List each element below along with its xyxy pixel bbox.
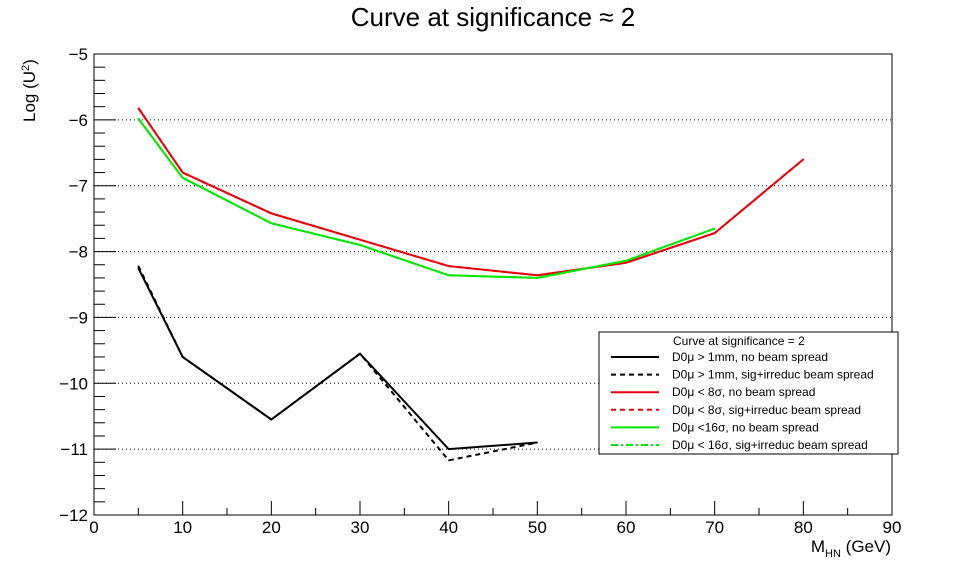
y-tick-label: −8 <box>69 243 88 262</box>
y-tick-label: −5 <box>69 45 88 64</box>
data-point <box>182 177 184 179</box>
data-point <box>359 244 361 246</box>
series-line <box>137 117 716 279</box>
series-line <box>137 117 716 279</box>
y-tick-label: −6 <box>69 111 88 130</box>
data-point <box>536 441 538 444</box>
chart-title: Curve at significance ≈ 2 <box>351 2 636 32</box>
data-point <box>270 418 272 421</box>
data-point <box>448 459 450 461</box>
x-tick-label: 10 <box>173 518 192 537</box>
x-tick-label: 90 <box>883 518 902 537</box>
data-point <box>270 222 272 224</box>
data-point <box>359 239 361 241</box>
data-point <box>448 274 450 276</box>
data-point <box>714 227 716 230</box>
series-line <box>137 107 804 277</box>
legend-label: D0μ > 1mm, sig+irreduc beam spread <box>672 368 874 382</box>
x-tick-label: 0 <box>89 518 98 537</box>
x-tick-label: 40 <box>439 518 458 537</box>
data-point <box>182 356 184 358</box>
x-tick-label: 20 <box>262 518 281 537</box>
tick-labels: 0 10 20 30 40 50 60 70 80 90 −12 −11 −10 −9 −8 −7 −6 −5 <box>59 45 901 537</box>
data-point <box>625 260 627 262</box>
data-point <box>359 353 361 355</box>
y-tick-label: −9 <box>69 308 88 327</box>
data-point <box>714 232 716 234</box>
x-tick-label: 60 <box>617 518 636 537</box>
data-point <box>625 262 627 264</box>
x-tick-label: 50 <box>528 518 547 537</box>
legend-label: D0μ < 8σ, no beam spread <box>672 385 815 399</box>
data-point <box>536 277 538 279</box>
data-point <box>137 107 139 109</box>
legend-label: D0μ <16σ, no beam spread <box>672 420 819 434</box>
series-line <box>137 265 538 462</box>
x-tick-label: 70 <box>705 518 724 537</box>
data-point <box>270 212 272 214</box>
y-tick-label: −7 <box>69 177 88 196</box>
data-point <box>137 265 139 267</box>
legend: Curve at significance = 2 D0μ > 1mm, no … <box>598 331 899 455</box>
legend-label: D0μ < 16σ, sig+irreduc beam spread <box>672 438 868 452</box>
axis-ticks <box>93 53 893 516</box>
y-tick-label: −11 <box>60 440 88 459</box>
series-line <box>137 107 804 277</box>
data-point <box>137 117 139 120</box>
y-tick-label: −10 <box>59 374 88 393</box>
series-line <box>137 267 538 451</box>
y-tick-label: −12 <box>59 506 88 525</box>
legend-label: D0μ > 1mm, no beam spread <box>672 350 828 364</box>
data-point <box>448 448 450 450</box>
data-point <box>802 158 804 160</box>
x-axis-label: MHN (GeV) <box>811 537 891 560</box>
legend-label: D0μ < 8σ, sig+irreduc beam spread <box>672 403 861 417</box>
data-point <box>182 171 184 174</box>
legend-title: Curve at significance = 2 <box>673 334 805 348</box>
x-tick-label: 30 <box>351 518 370 537</box>
data-point <box>448 265 450 267</box>
series-lines <box>137 107 804 462</box>
data-point <box>536 274 538 276</box>
y-axis-label: Log (U2) <box>20 59 39 122</box>
x-tick-label: 80 <box>794 518 813 537</box>
